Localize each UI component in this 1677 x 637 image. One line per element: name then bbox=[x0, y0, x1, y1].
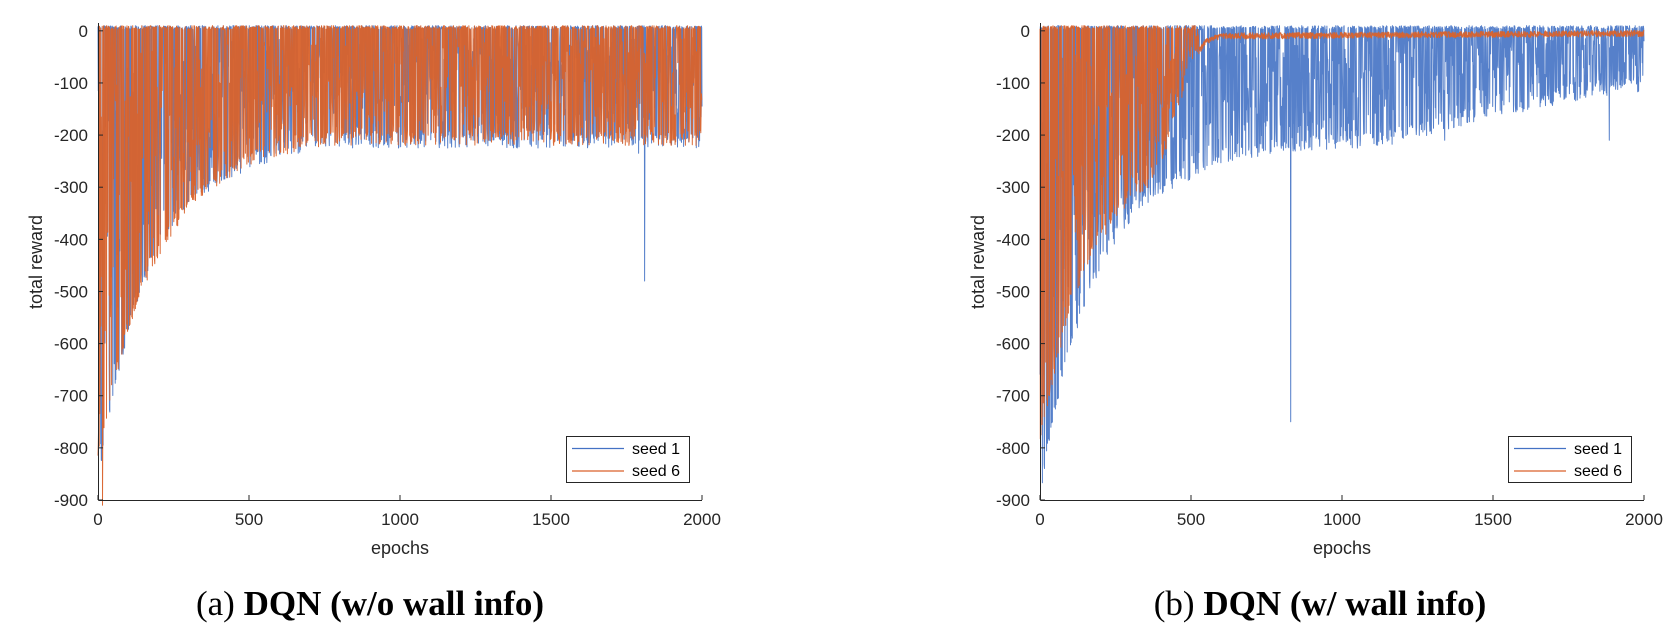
y-tick-label: 0 bbox=[1021, 22, 1030, 41]
y-tick-label: -600 bbox=[996, 335, 1030, 354]
x-axis-label: epochs bbox=[371, 538, 429, 558]
y-tick-label: 0 bbox=[79, 22, 88, 41]
caption-label: (a) bbox=[195, 584, 235, 623]
y-tick-label: -100 bbox=[996, 74, 1030, 93]
legend-box bbox=[566, 436, 690, 483]
y-tick-label: -500 bbox=[54, 282, 88, 301]
y-tick-label: -900 bbox=[996, 491, 1030, 510]
x-tick-label: 2000 bbox=[683, 510, 721, 529]
y-tick-label: -400 bbox=[996, 230, 1030, 249]
caption-b: (b) DQN (w/ wall info) bbox=[1100, 582, 1540, 626]
y-tick-label: -800 bbox=[54, 439, 88, 458]
y-tick-label: -800 bbox=[996, 439, 1030, 458]
x-tick-label: 500 bbox=[235, 510, 263, 529]
y-axis-label: total reward bbox=[26, 215, 46, 309]
y-tick-label: -100 bbox=[54, 74, 88, 93]
series-layer bbox=[1039, 25, 1645, 484]
panel-b: 0 500 1000 1500 2000 0 -100 -200 -300 -400 -500 -60… bbox=[968, 22, 1663, 558]
y-tick-label: -700 bbox=[996, 387, 1030, 406]
y-tick-label: -200 bbox=[54, 126, 88, 145]
x-tick-label: 0 bbox=[1035, 510, 1044, 529]
y-tick-label: -600 bbox=[54, 335, 88, 354]
series-line-seed-6 bbox=[97, 25, 703, 506]
x-tick-label: 500 bbox=[1177, 510, 1205, 529]
axes bbox=[1040, 23, 1644, 501]
legend: seed 1 seed 6 bbox=[566, 436, 690, 483]
y-tick-label: -700 bbox=[54, 387, 88, 406]
x-tick-label: 0 bbox=[93, 510, 102, 529]
axes bbox=[98, 23, 702, 501]
legend-label-seed-1: seed 1 bbox=[632, 441, 680, 458]
y-axis-label: total reward bbox=[968, 215, 988, 309]
x-tick-label: 1000 bbox=[381, 510, 419, 529]
panel-a: 0 500 1000 1500 2000 0 -100 -200 -300 -400 -500 -60… bbox=[26, 22, 721, 558]
caption-title: DQN (w/o wall info) bbox=[243, 584, 544, 623]
x-tick-label: 1500 bbox=[1474, 510, 1512, 529]
caption-title: DQN (w/ wall info) bbox=[1203, 584, 1487, 623]
series-line-seed-6 bbox=[1039, 25, 1645, 440]
y-tick-label: -400 bbox=[54, 230, 88, 249]
x-tick-label: 1500 bbox=[532, 510, 570, 529]
legend: seed 1 seed 6 bbox=[1508, 436, 1632, 483]
x-tick-label: 2000 bbox=[1625, 510, 1663, 529]
y-tick-label: -900 bbox=[54, 491, 88, 510]
x-axis-label: epochs bbox=[1313, 538, 1371, 558]
y-tick-label: -200 bbox=[996, 126, 1030, 145]
legend-label-seed-6: seed 6 bbox=[1574, 463, 1622, 480]
y-tick-label: -500 bbox=[996, 282, 1030, 301]
ticks: 0 500 1000 1500 2000 0 -100 -200 -300 -400 -500 -60… bbox=[996, 22, 1663, 529]
series-layer bbox=[97, 25, 703, 506]
caption-label: (b) bbox=[1153, 584, 1195, 623]
ticks: 0 500 1000 1500 2000 0 -100 -200 -300 -400 -500 -60… bbox=[54, 22, 721, 529]
legend-label-seed-6: seed 6 bbox=[632, 463, 680, 480]
x-tick-label: 1000 bbox=[1323, 510, 1361, 529]
legend-box bbox=[1508, 436, 1632, 483]
y-tick-label: -300 bbox=[996, 178, 1030, 197]
caption-a: (a) DQN (w/o wall info) bbox=[150, 582, 590, 626]
y-tick-label: -300 bbox=[54, 178, 88, 197]
legend-label-seed-1: seed 1 bbox=[1574, 441, 1622, 458]
